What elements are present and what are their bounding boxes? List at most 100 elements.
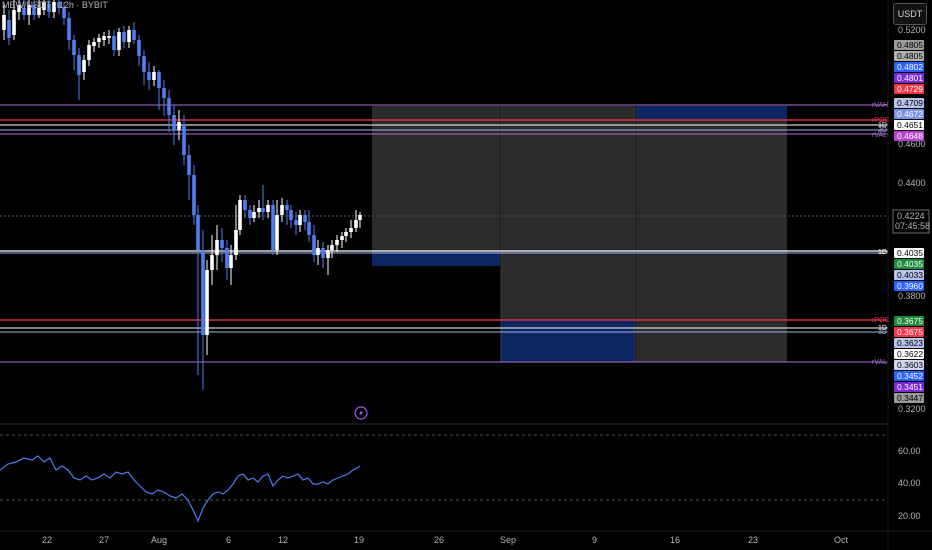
time-label: 9	[592, 535, 597, 545]
d3-label-top: 3D	[878, 127, 887, 134]
price-tick: 0.3800	[898, 291, 926, 301]
candle-up	[316, 248, 320, 255]
candle-up	[266, 205, 270, 212]
range-zones	[372, 106, 787, 362]
candle-up	[2, 15, 6, 30]
candle-up	[215, 240, 219, 255]
price-tags: 0.48050.48050.48020.48010.47290.47090.46…	[894, 40, 924, 403]
time-label: 19	[354, 535, 364, 545]
price-tick: 0.4600	[898, 139, 926, 149]
time-label: 26	[434, 535, 444, 545]
candle-down	[142, 56, 146, 72]
svg-text:0.3447: 0.3447	[897, 393, 923, 403]
svg-text:0.4648: 0.4648	[897, 131, 923, 141]
candle-up	[229, 255, 233, 268]
candle-down	[172, 115, 176, 130]
svg-text:0.4035: 0.4035	[897, 259, 923, 269]
candle-down	[32, 5, 36, 15]
svg-text:0.4802: 0.4802	[897, 62, 923, 72]
zone-grey-3	[636, 106, 787, 362]
svg-text:0.3622: 0.3622	[897, 349, 923, 359]
svg-text:0.3675: 0.3675	[897, 316, 923, 326]
lightning-icon[interactable]	[354, 406, 368, 420]
time-axis[interactable]: 22 27 Aug 6 12 19 26 Sep 9 16 23 Oct	[42, 535, 849, 545]
candle-up	[298, 215, 302, 225]
candle-up	[117, 32, 121, 50]
poc-label-top: rPOC	[872, 117, 890, 124]
price-tag: 0.4729	[894, 84, 924, 94]
line-labels: rVAH rPOC 1D 3D rVAL 1D rPOC 1D 3D rVAL	[872, 102, 890, 366]
price-tick: 0.3200	[898, 404, 926, 414]
current-price-value: 0.4224	[897, 211, 925, 221]
symbol-title[interactable]: MEW/USDT · 12h · BYBIT	[2, 0, 108, 10]
candle-up	[280, 205, 284, 215]
candle-down	[57, 2, 61, 8]
candle-down	[271, 205, 275, 250]
candle-up	[330, 245, 334, 250]
candle-up	[358, 215, 362, 220]
vah-label: rVAH	[872, 102, 888, 109]
price-tag: 0.4802	[894, 62, 924, 72]
svg-text:0.4805: 0.4805	[897, 40, 923, 50]
price-tag: 0.4651	[894, 120, 924, 130]
candle-up	[42, 2, 46, 10]
time-label: Sep	[500, 535, 516, 545]
candle-down	[285, 205, 289, 210]
bar-countdown: 07:45:58	[895, 221, 930, 231]
svg-text:0.3603: 0.3603	[897, 360, 923, 370]
time-label: 22	[42, 535, 52, 545]
svg-text:0.4709: 0.4709	[897, 98, 923, 108]
time-label: 27	[99, 535, 109, 545]
svg-text:0.4035: 0.4035	[897, 248, 923, 258]
price-tag: 0.4035	[894, 248, 924, 258]
d1-label-top: 1D	[878, 122, 887, 129]
level-lines	[0, 104, 888, 363]
time-label: Aug	[151, 535, 167, 545]
candle-down	[201, 250, 205, 335]
price-tag: 0.3622	[894, 349, 924, 359]
candle-down	[294, 220, 298, 225]
candle-down	[248, 210, 252, 218]
current-price-tag: 0.4224 07:45:58	[892, 209, 930, 234]
candle-down	[67, 18, 71, 40]
candle-up	[234, 230, 238, 255]
candle-down	[312, 235, 316, 255]
candle-down	[72, 40, 76, 55]
d1-label-bottom: 1D	[878, 325, 887, 332]
candle-up	[177, 122, 181, 130]
candle-down	[225, 248, 229, 268]
currency-button[interactable]: USDT	[893, 3, 927, 25]
candle-down	[147, 72, 151, 80]
d3-label-bottom: 3D	[878, 329, 887, 336]
candle-up	[326, 250, 330, 258]
price-tag: 0.3623	[894, 338, 924, 348]
candle-up	[12, 10, 16, 35]
candle-down	[196, 215, 200, 250]
zone-grey-1	[372, 106, 500, 266]
candle-down	[261, 208, 265, 212]
rsi-tick: 60.00	[898, 446, 921, 456]
time-label: 23	[748, 535, 758, 545]
price-tick: 0.5200	[898, 25, 926, 35]
candle-down	[157, 72, 161, 88]
svg-text:0.4729: 0.4729	[897, 84, 923, 94]
price-tag: 0.4672	[894, 109, 924, 119]
zone-blue-2	[501, 320, 635, 362]
candle-down	[303, 215, 307, 222]
svg-text:0.4805: 0.4805	[897, 51, 923, 61]
candle-up	[257, 208, 261, 212]
price-tag: 0.3447	[894, 393, 924, 403]
svg-text:0.4651: 0.4651	[897, 120, 923, 130]
price-axis[interactable]: 0.5200 0.4600 0.4400 0.3800 0.3200	[898, 25, 926, 414]
candle-down	[167, 98, 171, 115]
candle-up	[107, 36, 111, 38]
val-label-bottom: rVAL	[872, 359, 887, 366]
time-label: Oct	[834, 535, 849, 545]
candle-up	[252, 212, 256, 218]
rsi-axis: 60.00 40.00 20.00	[898, 446, 921, 521]
time-label: 6	[226, 535, 231, 545]
candle-up	[52, 2, 56, 12]
svg-text:0.4801: 0.4801	[897, 73, 923, 83]
poc-label-bottom: rPOC	[872, 317, 890, 324]
